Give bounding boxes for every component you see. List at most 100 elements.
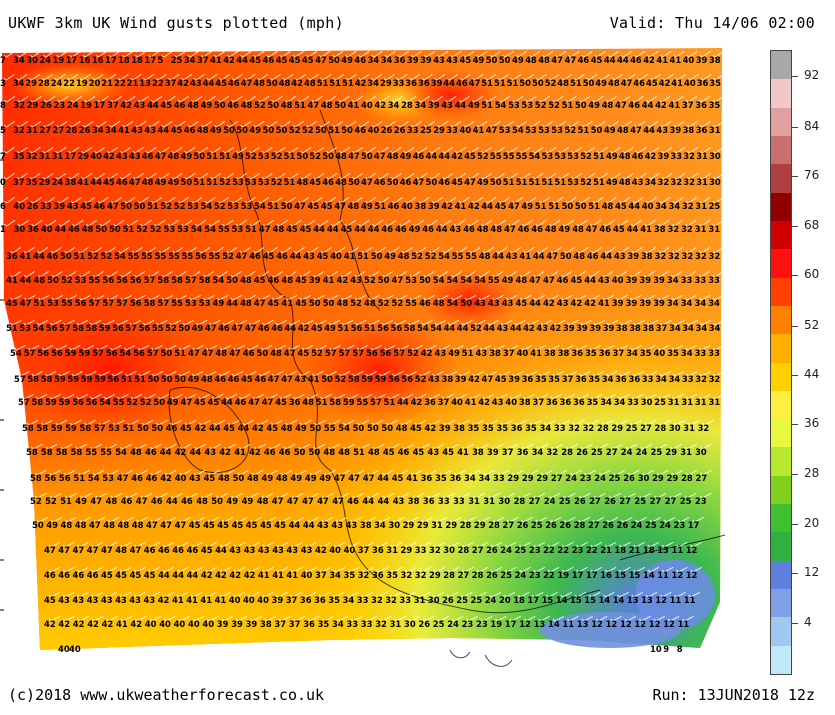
wind-arrow (113, 219, 125, 227)
gust-value: 33 (708, 275, 720, 285)
wind-arrow (55, 344, 68, 351)
wind-arrow (553, 319, 566, 326)
wind-arrow (89, 393, 102, 400)
gust-value: 41 (186, 595, 198, 605)
wind-arrow (307, 246, 319, 254)
gust-value: 56 (391, 323, 403, 333)
gust-value: 38 (629, 323, 641, 333)
gust-value: 29 (522, 473, 534, 483)
gust-value: 36 (522, 374, 534, 384)
gust-value: 25 (471, 595, 483, 605)
gust-value: 46 (68, 224, 80, 234)
gust-value: 28 (472, 570, 484, 580)
wind-arrow (16, 120, 29, 128)
gust-value: 12 (672, 570, 684, 580)
gust-value: 50 (371, 251, 383, 261)
legend-swatch (771, 107, 791, 137)
gust-value: 29 (25, 78, 37, 88)
gust-value: 44 (187, 570, 199, 580)
wind-arrow (428, 246, 440, 254)
wind-arrow (157, 393, 170, 400)
wind-arrow (30, 120, 42, 128)
gust-value: 31 (695, 224, 707, 234)
wind-arrow (218, 73, 231, 81)
gust-value: 58 (41, 447, 53, 457)
wind-arrow (324, 196, 337, 204)
gust-value: 44 (455, 100, 467, 110)
gust-value: 54 (254, 201, 266, 211)
wind-arrow (558, 172, 570, 180)
gust-value: 48 (106, 496, 118, 506)
gust-value: 43 (229, 545, 241, 555)
gust-value: 47 (392, 275, 404, 285)
gust-value: 32 (695, 374, 707, 384)
gust-value: 24 (631, 520, 643, 530)
gust-value: 28 (597, 423, 609, 433)
wind-arrow (122, 516, 134, 523)
wind-arrow (371, 219, 384, 227)
gust-value: 50 (353, 423, 365, 433)
gust-value: 22 (114, 78, 126, 88)
wind-arrow (48, 541, 61, 548)
wind-arrow (238, 393, 251, 400)
gust-value: 50 (562, 201, 574, 211)
wind-arrow (125, 492, 138, 499)
gust-value: 52 (548, 100, 560, 110)
gust-value: 12 (686, 570, 698, 580)
wind-arrow (105, 443, 117, 450)
gust-value: 23 (476, 619, 488, 629)
gust-value: 52 (61, 275, 73, 285)
wind-arrow (588, 294, 601, 301)
gust-value: 55 (209, 251, 221, 261)
legend-swatch (771, 560, 791, 590)
wind-arrow (581, 50, 593, 58)
wind-arrow (421, 516, 434, 523)
wind-arrow (10, 270, 22, 278)
wind-arrow (51, 294, 64, 301)
wind-arrow (500, 419, 513, 426)
wind-arrow (401, 393, 413, 400)
gust-value: 34 (696, 323, 708, 333)
gust-value: 58 (71, 447, 83, 457)
gust-value: 49 (473, 55, 485, 65)
gust-value: 49 (324, 323, 336, 333)
gust-value: 41 (272, 570, 284, 580)
gust-value: 42 (223, 55, 235, 65)
wind-arrows (3, 50, 725, 622)
gust-value: 52 (350, 298, 362, 308)
gust-value: 45 (275, 397, 287, 407)
wind-arrow (106, 469, 119, 476)
gust-value: 50 (321, 374, 333, 384)
legend-swatch (771, 249, 791, 279)
gust-value: 40 (69, 644, 81, 654)
wind-arrow (180, 73, 193, 81)
wind-arrow (671, 294, 683, 301)
gust-value: 54 (120, 348, 132, 358)
wind-arrow (565, 95, 577, 103)
wind-arrow (326, 146, 338, 154)
gust-value: 49 (181, 151, 193, 161)
gust-value: 35 (585, 348, 597, 358)
gust-value: 44 (354, 224, 366, 234)
wind-arrow (116, 319, 128, 326)
wind-arrow (134, 541, 146, 548)
gust-value: 54 (33, 323, 45, 333)
wind-arrow (354, 319, 367, 326)
gust-value: 50 (378, 275, 390, 285)
wind-arrow (350, 516, 362, 523)
wind-arrow (536, 443, 549, 450)
wind-arrow (93, 146, 106, 154)
legend-swatch (771, 390, 791, 420)
gust-value: 57 (14, 374, 26, 384)
wind-arrow (462, 541, 474, 548)
gust-value: 51 (123, 423, 135, 433)
wind-arrow (437, 294, 449, 301)
gust-value: 49 (46, 520, 58, 530)
gust-value: 37 (13, 177, 25, 187)
gust-value: 51 (60, 496, 72, 506)
wind-arrow (577, 246, 589, 254)
gust-value: 25 (680, 496, 692, 506)
gust-value: 45 (410, 423, 422, 433)
wind-arrow (671, 344, 684, 351)
gust-value: 46 (354, 55, 366, 65)
